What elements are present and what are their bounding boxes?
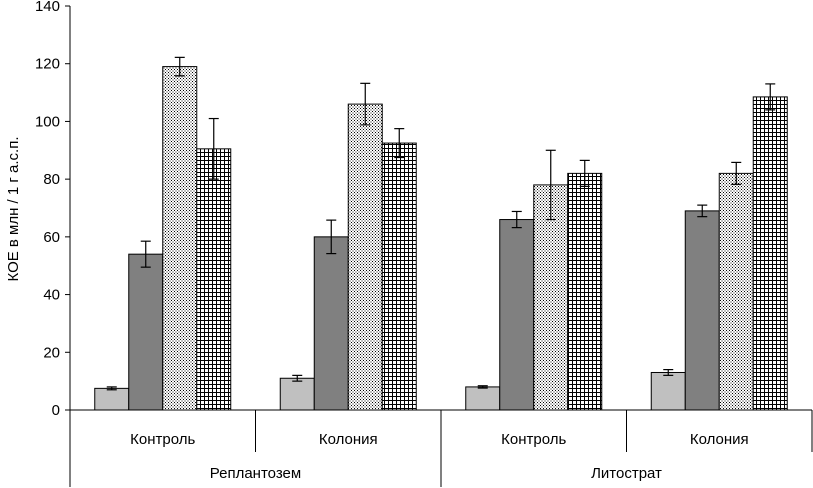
bar (650, 371, 686, 411)
bar (499, 219, 535, 411)
bar (465, 386, 501, 411)
group-label: Литострат (591, 465, 662, 482)
bar (381, 142, 417, 411)
y-tick-label: 100 (35, 113, 60, 130)
category-label: Контроль (130, 431, 195, 448)
y-axis-label: КОЕ в млн / 1 г а.с.п. (5, 136, 22, 281)
bar (279, 377, 315, 411)
y-tick-label: 80 (43, 171, 60, 188)
bar (684, 210, 720, 411)
y-tick-label: 120 (35, 56, 60, 73)
category-label: Колония (690, 431, 749, 448)
y-tick-label: 140 (35, 0, 60, 15)
group-label: Реплантозем (210, 465, 301, 482)
y-tick-label: 60 (43, 229, 60, 246)
bar (128, 253, 164, 411)
bar (347, 103, 383, 411)
y-tick-label: 40 (43, 287, 60, 304)
y-tick-label: 20 (43, 344, 60, 361)
bar (196, 148, 232, 411)
bar (313, 236, 349, 411)
category-label: Контроль (501, 431, 566, 448)
bar (567, 172, 603, 411)
bar (718, 172, 754, 411)
category-label: Колония (319, 431, 378, 448)
plot-area: 0 20 40 60 80 100 120 140 Контроль Колония Контрол… (35, 0, 813, 487)
bar (162, 66, 198, 411)
bar (752, 96, 788, 411)
bar (94, 387, 130, 411)
y-tick-label: 0 (52, 402, 60, 419)
